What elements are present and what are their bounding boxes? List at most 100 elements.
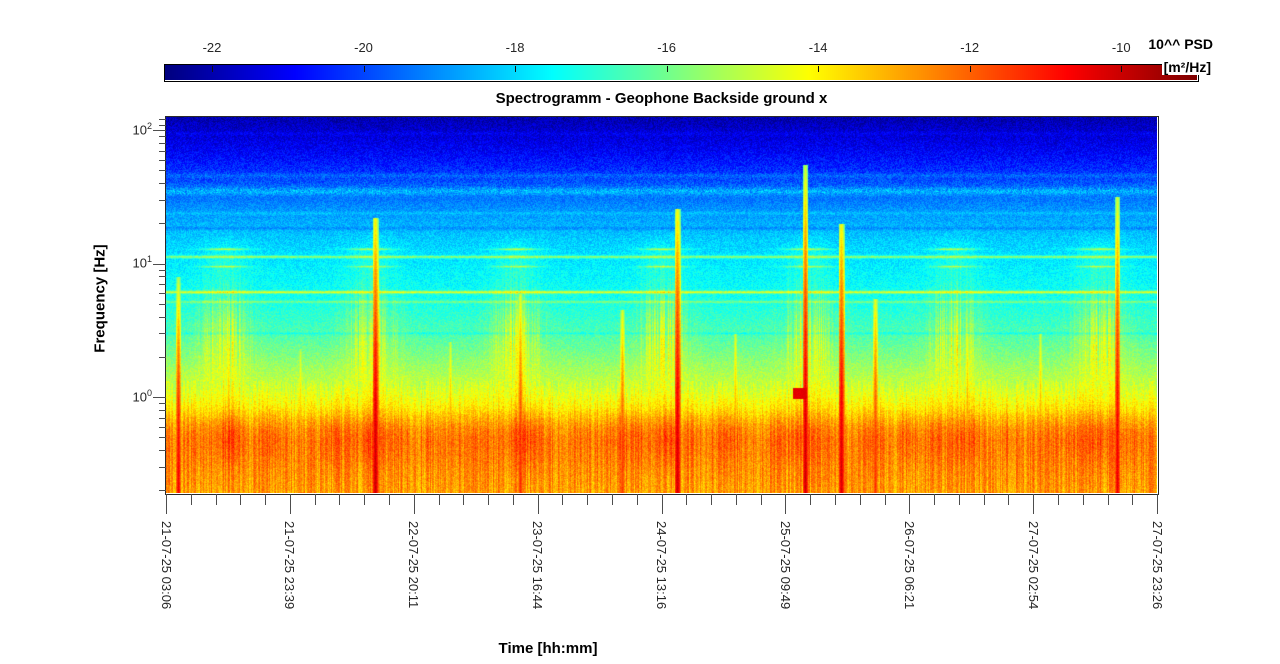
x-major-tick — [1033, 494, 1035, 514]
x-minor-tick — [488, 494, 490, 505]
y-major-tick — [153, 397, 166, 398]
x-minor-tick — [265, 494, 267, 505]
x-tick-label: 27-07-25 23:26 — [1149, 521, 1165, 610]
x-minor-tick — [810, 494, 812, 505]
y-minor-tick — [159, 333, 166, 335]
x-major-tick — [413, 494, 415, 514]
y-minor-tick — [159, 466, 166, 468]
x-minor-tick — [983, 494, 985, 505]
y-minor-tick — [159, 303, 166, 305]
chart-title: Spectrogramm - Geophone Backside ground … — [495, 90, 828, 107]
x-minor-tick — [1057, 494, 1059, 505]
y-minor-tick — [159, 409, 166, 411]
x-minor-tick — [1082, 494, 1084, 505]
x-minor-tick — [958, 494, 960, 505]
colorbar-tick-label: -14 — [808, 40, 828, 55]
y-minor-tick — [159, 183, 166, 185]
y-minor-tick — [159, 136, 166, 138]
x-tick-label: 24-07-25 13:16 — [654, 521, 669, 610]
x-major-tick — [909, 494, 911, 514]
y-minor-tick — [159, 417, 166, 419]
x-minor-tick — [364, 494, 366, 505]
x-minor-tick — [834, 494, 836, 505]
y-minor-tick — [159, 450, 166, 452]
x-minor-tick — [215, 494, 217, 505]
x-minor-tick — [1132, 494, 1134, 505]
x-minor-tick — [463, 494, 465, 505]
y-minor-tick — [159, 284, 166, 286]
colorbar-tick-label: -22 — [202, 40, 222, 55]
x-tick-label: 26-07-25 06:21 — [901, 521, 917, 610]
colorbar-tick — [211, 66, 213, 72]
x-minor-tick — [190, 494, 192, 505]
x-tick-label: 23-07-25 16:44 — [530, 521, 546, 610]
x-minor-tick — [339, 494, 341, 505]
x-minor-tick — [512, 494, 514, 505]
x-major-tick — [289, 494, 291, 514]
spectrogram-heatmap — [166, 117, 1157, 493]
colorbar-psd-label: 10^^ PSD — [1148, 36, 1213, 52]
y-minor-tick — [159, 142, 166, 144]
x-minor-tick — [711, 494, 712, 505]
colorbar-tick — [515, 66, 517, 72]
x-major-tick — [661, 494, 663, 514]
colorbar-tick — [666, 66, 668, 72]
x-minor-tick — [389, 494, 390, 505]
x-major-tick — [1157, 494, 1158, 514]
y-minor-tick — [159, 403, 166, 405]
y-minor-tick — [159, 276, 166, 278]
y-minor-tick — [159, 159, 166, 161]
y-minor-tick — [159, 124, 166, 126]
x-minor-tick — [587, 494, 589, 505]
y-minor-tick — [159, 269, 166, 271]
y-minor-tick — [159, 356, 166, 358]
y-axis-label: Frequency [Hz] — [91, 244, 109, 353]
y-tick-label: 101 — [132, 254, 152, 271]
x-minor-tick — [686, 494, 688, 505]
y-tick-label: 102 — [132, 120, 152, 138]
y-major-tick — [153, 130, 166, 131]
y-minor-tick — [159, 316, 166, 318]
y-minor-tick — [159, 426, 166, 428]
y-major-tick — [153, 263, 166, 265]
x-minor-tick — [314, 494, 316, 505]
x-tick-label: 21-07-25 03:06 — [158, 521, 174, 610]
colorbar-tick-label: -10 — [1111, 40, 1131, 55]
x-minor-tick — [562, 494, 564, 505]
y-tick-label: 100 — [132, 388, 152, 405]
colorbar-tick — [969, 66, 971, 72]
y-minor-tick — [159, 150, 166, 152]
y-minor-tick — [159, 119, 166, 121]
colorbar-tick-label: -20 — [354, 40, 373, 55]
y-minor-tick — [159, 293, 166, 295]
colorbar-tick — [1121, 66, 1123, 72]
x-minor-tick — [240, 494, 242, 505]
y-minor-tick — [159, 170, 166, 172]
y-minor-tick — [159, 490, 166, 492]
x-major-tick — [166, 494, 167, 514]
x-minor-tick — [1008, 494, 1010, 505]
x-minor-tick — [760, 494, 762, 505]
x-minor-tick — [934, 494, 935, 505]
y-minor-tick — [159, 223, 166, 225]
colorbar-tick-label: -16 — [657, 40, 676, 55]
x-axis-label: Time [hh:mm] — [498, 640, 598, 657]
x-tick-label: 21-07-25 23:39 — [282, 521, 298, 610]
colorbar-unit-label: [m²/Hz] — [1161, 59, 1213, 75]
colorbar-tick — [818, 66, 820, 72]
x-major-tick — [785, 494, 787, 514]
x-minor-tick — [859, 494, 861, 505]
x-minor-tick — [438, 494, 440, 505]
x-minor-tick — [1107, 494, 1109, 505]
x-minor-tick — [636, 494, 638, 505]
colorbar-tick-label: -12 — [960, 40, 980, 55]
x-minor-tick — [735, 494, 737, 505]
colorbar-tick — [363, 66, 365, 72]
x-minor-tick — [612, 494, 613, 505]
x-tick-label: 22-07-25 20:11 — [406, 521, 422, 609]
colorbar-gradient — [165, 65, 1197, 80]
y-minor-tick — [159, 199, 166, 201]
x-major-tick — [537, 494, 539, 514]
colorbar-tick-label: -18 — [505, 40, 525, 55]
